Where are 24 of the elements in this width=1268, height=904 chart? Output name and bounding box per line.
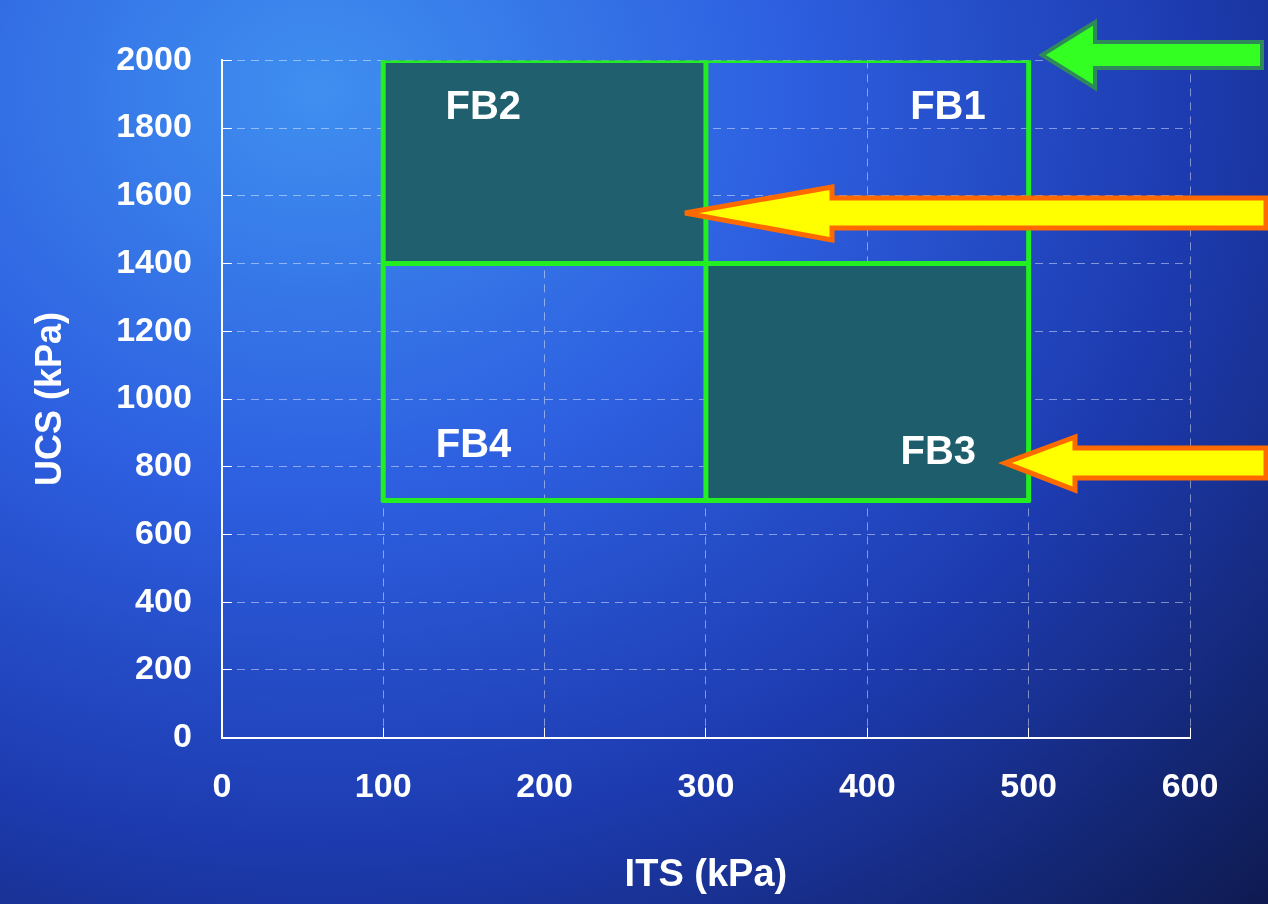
y-tick-label: 1800 xyxy=(116,106,192,145)
x-tick-label: 600 xyxy=(1161,766,1219,805)
annotation: FB2 xyxy=(445,82,522,127)
x-tick-label: 100 xyxy=(354,766,412,805)
x-axis-title: ITS (kPa) xyxy=(624,851,788,894)
x-tick-label: 0 xyxy=(212,766,232,805)
y-tick-label: 1600 xyxy=(116,174,192,213)
x-tick-label: 300 xyxy=(677,766,735,805)
y-tick-label: 800 xyxy=(135,445,192,484)
y-tick-label: 0 xyxy=(172,715,192,754)
x-tick-label: 500 xyxy=(1000,766,1058,805)
y-tick-label: 2000 xyxy=(116,38,192,77)
y-tick-label: 200 xyxy=(135,648,192,687)
y-axis-title: UCS (kPa) xyxy=(27,311,69,487)
x-tick-label: 400 xyxy=(838,766,896,805)
y-tick-label: 600 xyxy=(135,512,192,551)
annotation: FB3 xyxy=(900,428,977,473)
annotation: FB4 xyxy=(435,421,513,466)
y-tick-label: 1200 xyxy=(116,309,192,348)
y-tick-label: 1400 xyxy=(116,241,192,280)
x-tick-label: 200 xyxy=(516,766,573,805)
y-tick-label: 1000 xyxy=(116,377,192,416)
y-tick-label: 400 xyxy=(135,580,192,619)
annotation: FB1 xyxy=(910,82,986,127)
